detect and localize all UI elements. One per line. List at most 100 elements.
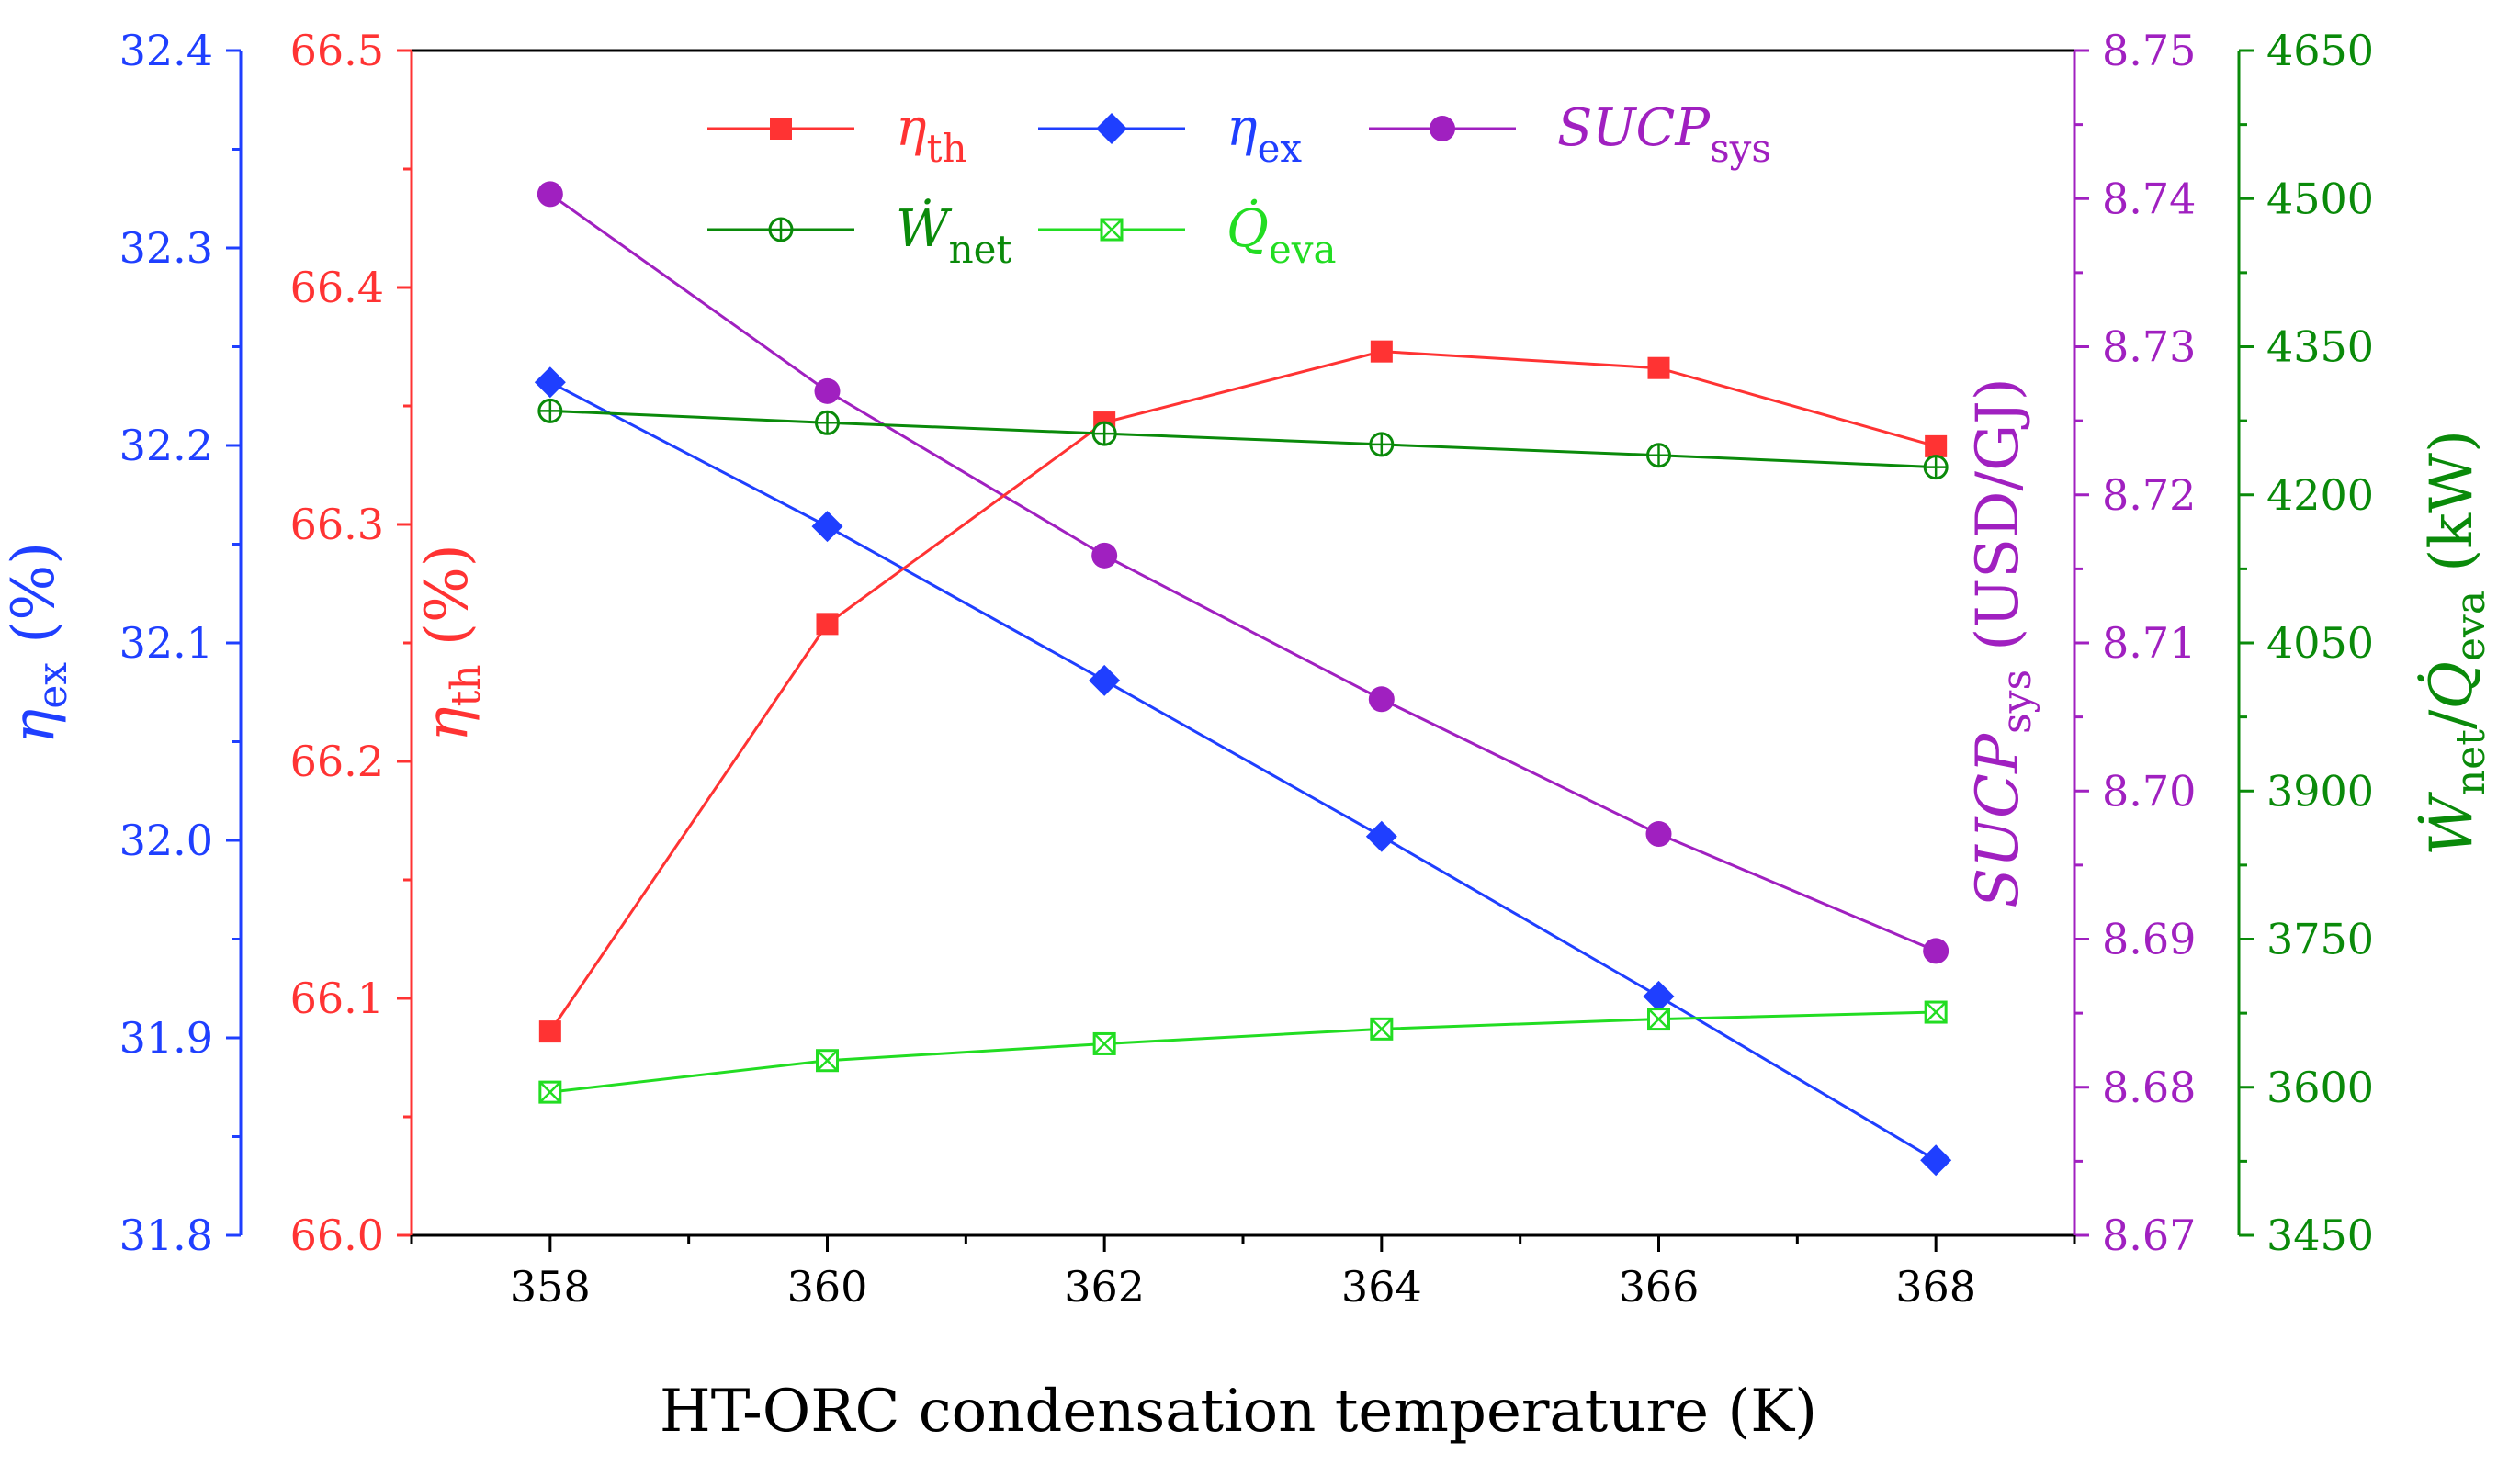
- axis-eta-th: 66.0 66.1 66.2 66.3 66.4 66.5 ηth (%): [290, 26, 490, 1260]
- y-tick-label: 8.75: [2102, 26, 2196, 75]
- y-axis-label: SUCPsys (USD/GJ): [1964, 377, 2040, 908]
- data-point: [1369, 432, 1395, 457]
- y-tick-label: 3450: [2266, 1211, 2374, 1260]
- data-point: [816, 1049, 839, 1073]
- y-tick-label: 3900: [2266, 766, 2374, 816]
- y-tick-label: 32.3: [119, 223, 213, 273]
- legend-label: Q̇eva: [1226, 198, 1337, 272]
- x-tick-label: 366: [1619, 1262, 1700, 1312]
- y-tick-label: 31.9: [119, 1013, 213, 1063]
- y-tick-label: 66.5: [290, 26, 384, 75]
- y-tick-label: 8.73: [2102, 322, 2196, 372]
- x-tick-label: 358: [510, 1262, 591, 1312]
- y-tick-label: 66.3: [290, 500, 384, 549]
- legend-label: ηex: [1226, 98, 1302, 171]
- y-tick-label: 32.1: [119, 618, 213, 668]
- legend-label: Ẇnet: [896, 198, 1011, 272]
- legend-marker: [1100, 218, 1124, 242]
- data-point: [811, 511, 843, 543]
- data-point: [1091, 542, 1118, 569]
- y-axis-label: Ẇnet/Q̇eva (kW): [2416, 430, 2494, 856]
- y-tick-label: 66.2: [290, 737, 384, 786]
- x-tick-label: 368: [1895, 1262, 1976, 1312]
- legend-item-th: ηth: [707, 98, 967, 171]
- y-tick-label: 4350: [2266, 322, 2374, 372]
- axis-eta-ex: 31.8 31.9 32.0 32.1 32.2 32.3 32.4 ηex (%): [0, 26, 243, 1260]
- axis-sucp-sys: 8.67 8.68 8.69 8.70 8.71 8.72 8.73 8.74 8.75 SUCP…: [1964, 26, 2196, 1260]
- y-tick-label: 4200: [2266, 470, 2374, 520]
- x-axis-label: HT-ORC condensation temperature (K): [660, 1378, 1817, 1446]
- y-tick-label: 66.1: [290, 974, 384, 1023]
- y-tick-label: 32.4: [119, 26, 213, 75]
- series-layer: [534, 181, 1952, 1177]
- x-tick-label: 364: [1341, 1262, 1422, 1312]
- data-point: [1645, 821, 1672, 848]
- y-tick-label: 8.70: [2102, 766, 2196, 816]
- data-point: [814, 377, 841, 404]
- y-axis-label: ηex (%): [0, 542, 76, 744]
- series-line: [548, 350, 1937, 1032]
- series-line: [549, 409, 1937, 469]
- y-tick-label: 66.0: [290, 1211, 384, 1260]
- data-point: [1646, 443, 1671, 468]
- x-axis: 358 360 362 364 366 368: [410, 1235, 2076, 1312]
- y-tick-label: 32.2: [119, 421, 213, 470]
- y-tick-label: 8.72: [2102, 470, 2196, 520]
- data-point: [1091, 421, 1117, 446]
- data-point: [1920, 1144, 1952, 1177]
- data-point: [1365, 820, 1397, 852]
- series-sys: [537, 181, 1949, 964]
- x-tick-label: 360: [787, 1262, 868, 1312]
- data-point: [1923, 455, 1949, 480]
- series-line: [549, 1010, 1937, 1094]
- legend-item-ex: ηex: [1038, 98, 1302, 171]
- y-tick-label: 3600: [2266, 1063, 2374, 1112]
- series-line: [548, 193, 1937, 952]
- legend-marker: [768, 217, 794, 242]
- data-point: [815, 410, 840, 435]
- data-point: [1368, 686, 1395, 713]
- series-net: [537, 398, 1949, 480]
- y-tick-label: 66.4: [290, 263, 384, 312]
- data-point: [1089, 664, 1121, 696]
- data-point: [1923, 938, 1949, 964]
- data-point: [1924, 1000, 1948, 1024]
- y-tick-label: 8.71: [2102, 618, 2196, 668]
- y-axis-label: ηth (%): [413, 544, 490, 741]
- legend-item-eva: Q̇eva: [1038, 198, 1337, 272]
- y-tick-label: 4650: [2266, 26, 2374, 75]
- data-point: [816, 613, 839, 636]
- data-point: [537, 181, 563, 208]
- data-point: [538, 1020, 561, 1043]
- legend: ηth ηex SUCPsys Ẇnet Q̇eva: [707, 98, 1771, 272]
- data-point: [1370, 1017, 1394, 1041]
- series-th: [538, 340, 1948, 1043]
- y-tick-label: 8.74: [2102, 174, 2196, 223]
- y-tick-label: 4500: [2266, 174, 2374, 223]
- data-point: [537, 398, 563, 423]
- legend-marker: [1430, 116, 1455, 141]
- series-ex: [534, 366, 1952, 1177]
- y-tick-label: 8.68: [2102, 1063, 2196, 1112]
- y-tick-label: 3750: [2266, 915, 2374, 964]
- legend-marker: [770, 118, 792, 140]
- data-point: [1092, 1031, 1116, 1055]
- legend-marker: [1096, 113, 1127, 144]
- series-line: [549, 380, 1937, 1162]
- data-point: [1643, 980, 1675, 1012]
- legend-label: ηth: [896, 98, 967, 171]
- data-point: [1647, 356, 1670, 379]
- y-tick-label: 31.8: [119, 1211, 213, 1260]
- series-eva: [538, 1000, 1948, 1104]
- y-tick-label: 32.0: [119, 816, 213, 865]
- legend-item-net: Ẇnet: [707, 198, 1011, 272]
- data-point: [1925, 434, 1948, 457]
- data-point: [1647, 1008, 1670, 1031]
- data-point: [1370, 340, 1393, 363]
- y-tick-label: 8.69: [2102, 915, 2196, 964]
- x-tick-label: 362: [1064, 1262, 1145, 1312]
- axis-power: 3450 3600 3750 3900 4050 4200 4350 4500 4650 Ẇnet…: [2237, 26, 2494, 1260]
- legend-item-sys: SUCPsys: [1369, 98, 1771, 171]
- y-tick-label: 4050: [2266, 618, 2374, 668]
